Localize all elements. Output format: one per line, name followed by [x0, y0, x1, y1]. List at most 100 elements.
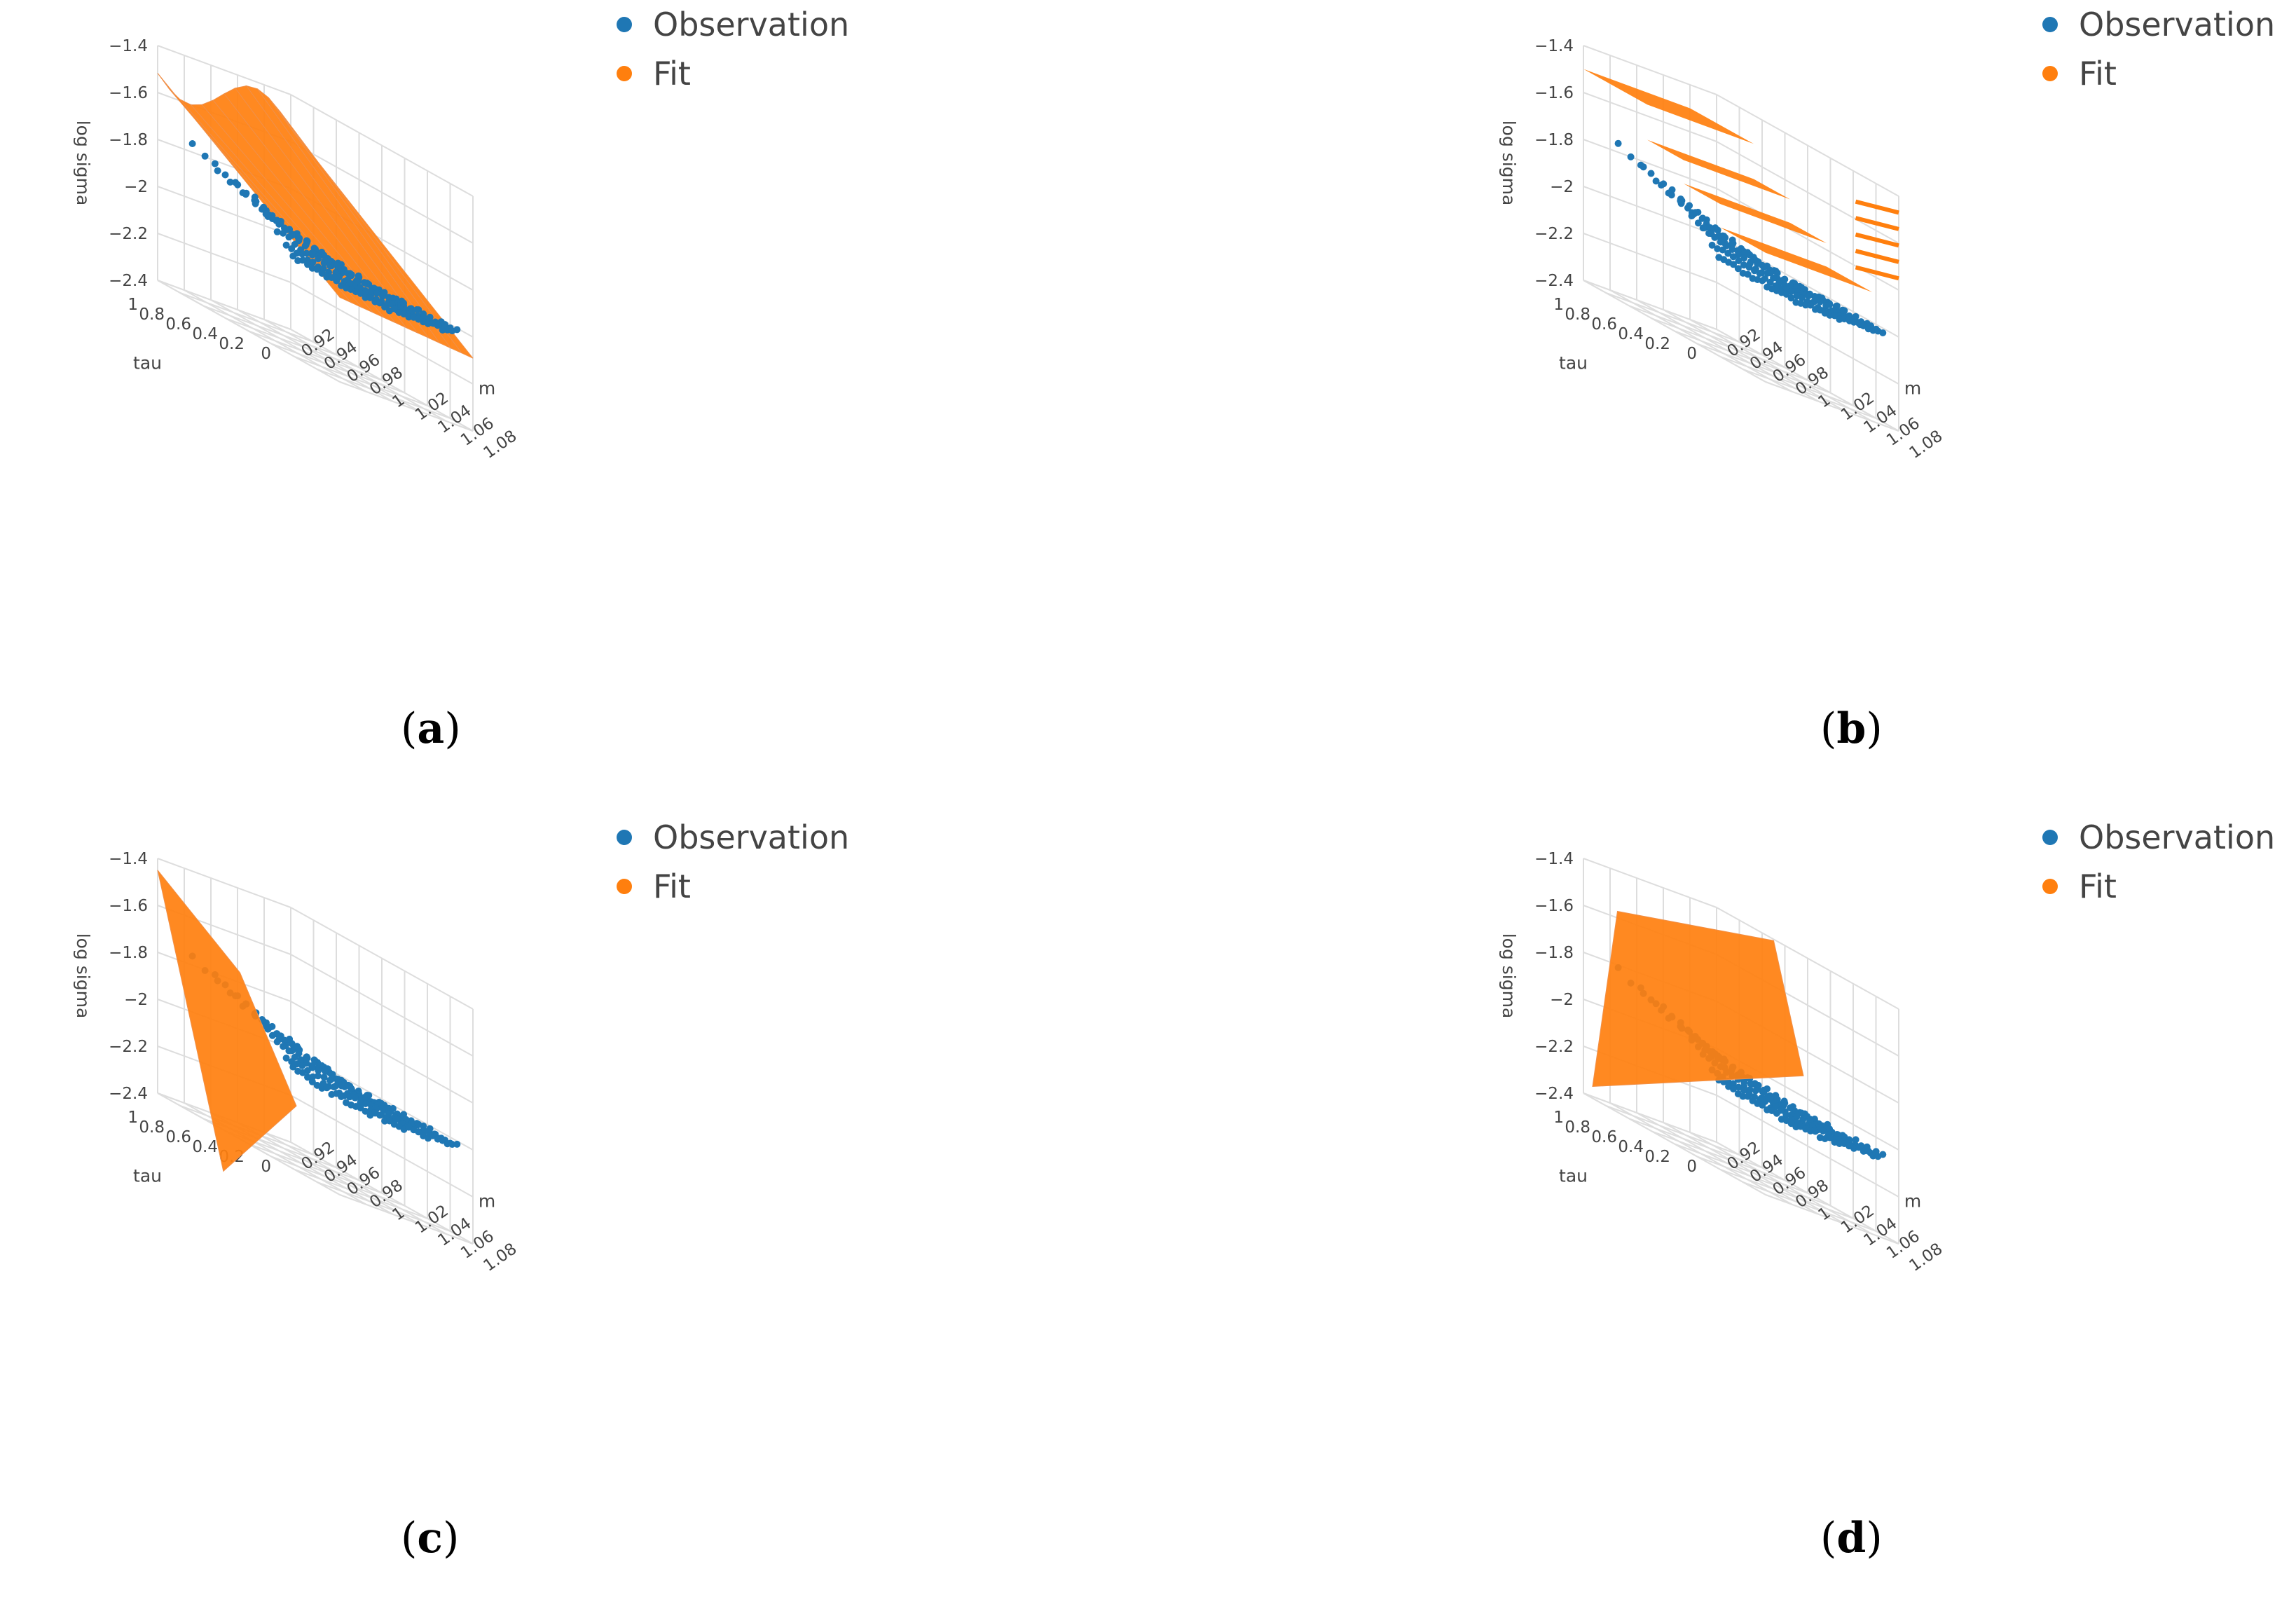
legend-item-observation[interactable]: Observation — [2042, 813, 2275, 862]
gridline — [1674, 330, 1808, 381]
legend-marker-observation — [2042, 17, 2058, 32]
tau-tick-label: 0.4 — [192, 1138, 218, 1156]
tau-tick-label: 0.4 — [192, 325, 218, 343]
observation-point — [298, 250, 306, 258]
legend-item-observation[interactable]: Observation — [2042, 0, 2275, 49]
observation-point — [1739, 1092, 1747, 1100]
z-tick-label: −1.8 — [1534, 944, 1574, 962]
observation-point — [1705, 230, 1713, 237]
observation-point — [1760, 1089, 1768, 1096]
observation-point — [288, 1040, 296, 1048]
tau-tick-label: 0.6 — [165, 315, 191, 334]
observation-point — [1637, 161, 1644, 169]
gridline — [317, 1181, 451, 1232]
observation-point — [1759, 1102, 1766, 1109]
observation-point — [434, 322, 441, 329]
observation-point — [1793, 292, 1801, 300]
tau-axis-label: tau — [1559, 1166, 1588, 1186]
legend-item-fit[interactable]: Fit — [2042, 49, 2275, 98]
observation-point — [323, 1084, 331, 1092]
fit-surface — [1583, 69, 1899, 292]
observation-point — [1688, 212, 1696, 220]
tau-tick-label: 0 — [261, 1158, 271, 1176]
z-tick-label: −1.4 — [1534, 850, 1574, 868]
legend-marker-fit — [2042, 879, 2058, 894]
tau-tick-label: 1 — [128, 296, 138, 314]
z-tick-label: −2.2 — [1534, 1038, 1574, 1056]
gridline — [1606, 1105, 1740, 1156]
observation-point — [338, 1082, 345, 1090]
chart-panel-c: −1.4 −1.6 −1.8 −2 −2.2 −2.4 log sigma 1 0.8 0.6 0.… — [0, 813, 1148, 1604]
fit-step — [1684, 184, 1827, 243]
observation-point — [188, 140, 196, 147]
observation-point — [373, 289, 380, 297]
z-tick-label: −2.4 — [109, 272, 148, 290]
panel-label: (d) — [1820, 1514, 1883, 1563]
gridline — [271, 1156, 405, 1207]
observation-point — [262, 210, 270, 218]
observation-point — [1787, 1104, 1794, 1111]
legend-marker-observation — [617, 17, 632, 32]
observation-point — [1730, 1085, 1737, 1092]
observation-point — [1714, 245, 1721, 252]
gridline — [1674, 1143, 1808, 1194]
observation-point — [304, 1074, 311, 1081]
gridline — [1628, 305, 1763, 356]
gridline — [1719, 355, 1854, 406]
axis-edge — [339, 381, 474, 432]
tau-tick-label: 0.4 — [1618, 325, 1644, 343]
tau-tick-label: 0.6 — [1591, 315, 1617, 334]
tau-axis-label: tau — [133, 1166, 162, 1186]
observation-point — [1714, 226, 1721, 234]
legend-label-observation: Observation — [2079, 818, 2276, 856]
z-tick-label: −2 — [124, 991, 148, 1009]
observation-point — [1831, 312, 1838, 320]
tau-tick-label: 0.4 — [1618, 1138, 1644, 1156]
gridline — [157, 280, 291, 330]
observation-point — [1805, 292, 1813, 300]
chart-panel-a: −1.4 −1.6 −1.8 −2 −2.2 −2.4 log sigma 1 0.8 0.6 0.… — [0, 0, 1148, 791]
gridline — [1606, 292, 1740, 343]
legend-item-fit[interactable]: Fit — [2042, 862, 2275, 911]
observation-point — [1740, 261, 1747, 269]
legend: Observation Fit — [617, 0, 849, 98]
observation-point — [1773, 269, 1781, 277]
legend-item-fit[interactable]: Fit — [617, 862, 849, 911]
gridline — [1583, 1092, 1717, 1143]
fit-plane — [157, 870, 297, 1172]
legend-label-observation: Observation — [653, 818, 850, 856]
legend-item-observation[interactable]: Observation — [617, 0, 849, 49]
z-tick-label: −2 — [124, 178, 148, 196]
observation-point — [379, 1104, 387, 1112]
observation-point — [321, 1067, 329, 1075]
observation-point — [326, 1076, 334, 1084]
gridline — [271, 343, 405, 394]
observation-point — [318, 270, 326, 277]
observation-point — [394, 1115, 401, 1123]
observation-point — [315, 1067, 322, 1074]
observation-point — [1787, 1120, 1795, 1127]
observation-point — [251, 196, 259, 204]
observation-point — [1751, 267, 1758, 275]
gridline — [157, 186, 291, 236]
observation-point — [242, 189, 250, 197]
observation-point — [376, 299, 384, 307]
observation-point — [1826, 1134, 1834, 1142]
legend-label-observation: Observation — [2079, 6, 2276, 43]
m-axis-label: m — [479, 378, 495, 399]
tau-tick-label: 1 — [128, 1109, 138, 1127]
tau-axis-label: tau — [133, 353, 162, 373]
observation-point — [308, 1078, 316, 1085]
legend-item-observation[interactable]: Observation — [617, 813, 849, 862]
observation-point — [390, 305, 398, 313]
z-tick-label: −1.8 — [1534, 131, 1574, 149]
legend-item-fit[interactable]: Fit — [617, 49, 849, 98]
observation-point — [282, 241, 290, 249]
gridline — [202, 305, 337, 356]
observation-point — [1759, 277, 1766, 285]
observation-point — [333, 277, 341, 285]
observation-point — [1782, 1111, 1790, 1118]
z-tick-label: −2.2 — [1534, 225, 1574, 243]
z-tick-label: −1.4 — [109, 37, 148, 55]
observation-point — [1668, 186, 1676, 193]
